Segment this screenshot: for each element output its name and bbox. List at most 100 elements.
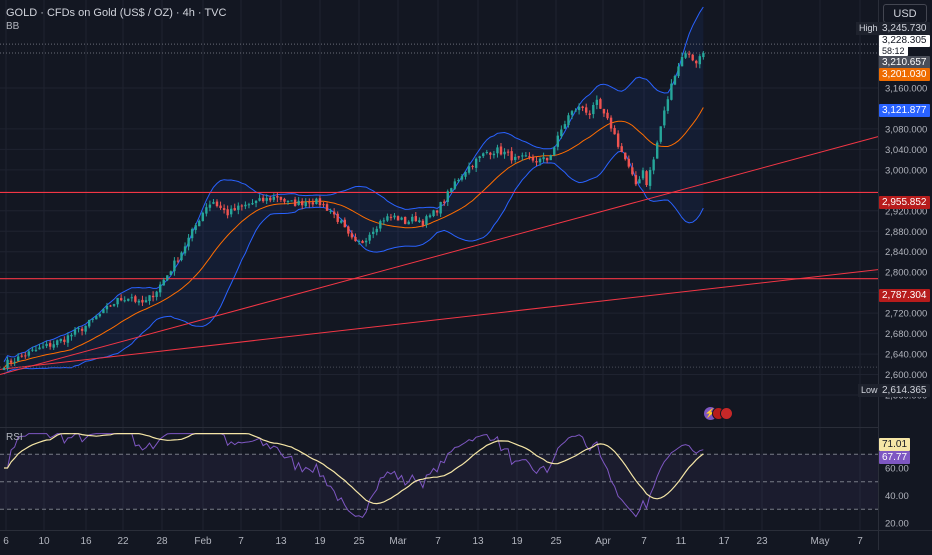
candles <box>2 50 705 371</box>
time-tick-label: 25 <box>550 536 562 547</box>
candle-body <box>102 309 105 314</box>
candle-body <box>123 300 126 302</box>
candle-body <box>645 171 648 186</box>
candle-body <box>499 146 503 155</box>
candle-body <box>119 298 123 301</box>
candle-body <box>98 314 102 317</box>
candle-body <box>631 167 634 175</box>
candle-body <box>222 208 226 210</box>
currency-button[interactable]: USD <box>883 4 927 23</box>
candle-body <box>31 349 34 351</box>
candle-body <box>418 220 421 222</box>
candle-body <box>269 197 272 201</box>
candle-body <box>478 156 481 159</box>
candle-body <box>290 200 293 202</box>
candle-body <box>205 207 208 214</box>
candle-body <box>350 233 354 238</box>
candle-body <box>474 158 478 168</box>
candle-body <box>453 181 457 189</box>
rsi-band-fill <box>0 454 878 510</box>
candle-body <box>634 175 638 185</box>
bb-fill <box>4 6 704 375</box>
candle-body <box>702 53 705 58</box>
candle-body <box>403 216 407 224</box>
candle-body <box>66 335 70 343</box>
candle-body <box>318 198 322 206</box>
candle-body <box>538 158 542 163</box>
candle-body <box>169 271 173 276</box>
candle-body <box>109 305 112 307</box>
time-tick-label: 7 <box>641 536 647 547</box>
candle-body <box>105 305 109 310</box>
candle-body <box>137 300 141 303</box>
candle-body <box>698 56 701 65</box>
candle-body <box>379 221 382 229</box>
candle-body <box>492 153 496 156</box>
candle-body <box>279 196 283 200</box>
candle-body <box>198 220 201 227</box>
candle-body <box>414 216 417 222</box>
candle-body <box>116 297 119 305</box>
trendline-upper <box>0 136 879 376</box>
candle-body <box>91 318 94 320</box>
candle-body <box>531 157 535 161</box>
candle-body <box>2 367 6 370</box>
candle-body <box>212 202 215 204</box>
candle-body <box>77 328 80 330</box>
candle-body <box>624 152 627 160</box>
us-flag-event-icon-2[interactable] <box>720 407 733 420</box>
candle-body <box>595 99 599 105</box>
bb-basis-line <box>3 107 704 369</box>
candle-body <box>17 356 20 362</box>
high-value-tag: 3,245.730 <box>879 22 930 35</box>
candle-body <box>325 204 329 211</box>
price-tick-label: 2,720.000 <box>885 309 927 320</box>
candle-body <box>183 246 187 254</box>
candle-body <box>556 135 559 147</box>
candle-body <box>393 215 396 218</box>
candle-body <box>663 110 666 126</box>
candle-body <box>432 210 435 217</box>
candle-body <box>9 360 13 363</box>
candle-body <box>517 156 520 158</box>
candle-body <box>528 156 531 158</box>
candle-body <box>443 201 446 203</box>
candle-body <box>574 110 577 112</box>
candle-body <box>173 260 176 272</box>
candle-body <box>283 198 286 202</box>
rsi-pane-title[interactable]: RSI <box>6 432 23 443</box>
rsi-indicator <box>0 432 878 519</box>
symbol-title[interactable]: GOLD · CFDs on Gold (US$ / OZ) · 4h · TV… <box>6 7 227 19</box>
candle-body <box>261 197 265 202</box>
candle-body <box>553 147 556 155</box>
candle-body <box>194 225 197 231</box>
candle-body <box>524 155 528 157</box>
candle-body <box>254 200 258 204</box>
candle-body <box>297 200 300 205</box>
time-tick-label: 7 <box>857 536 863 547</box>
candle-body <box>322 204 325 206</box>
time-tick-label: 7 <box>238 536 244 547</box>
candle-body <box>521 155 524 157</box>
hline-tag-upper: 2,955.852 <box>879 196 930 209</box>
candle-body <box>311 202 315 205</box>
candle-body <box>609 117 613 129</box>
candle-body <box>400 217 403 220</box>
candle-body <box>215 201 219 207</box>
candle-body <box>691 54 694 61</box>
candle-body <box>38 347 41 350</box>
candle-body <box>73 329 77 335</box>
candle-body <box>230 208 233 215</box>
candle-body <box>585 107 588 113</box>
rsi-tick-label: 40.00 <box>885 491 909 502</box>
countdown-tag: 58:12 <box>879 46 908 56</box>
candle-body <box>364 240 368 243</box>
bb-lower-tag: 3,121.877 <box>879 104 930 117</box>
indicator-label-bb[interactable]: BB <box>6 21 20 32</box>
candle-body <box>159 284 162 293</box>
chart-legend: GOLD · CFDs on Gold (US$ / OZ) · 4h · TV… <box>6 6 226 34</box>
candle-body <box>411 216 414 222</box>
